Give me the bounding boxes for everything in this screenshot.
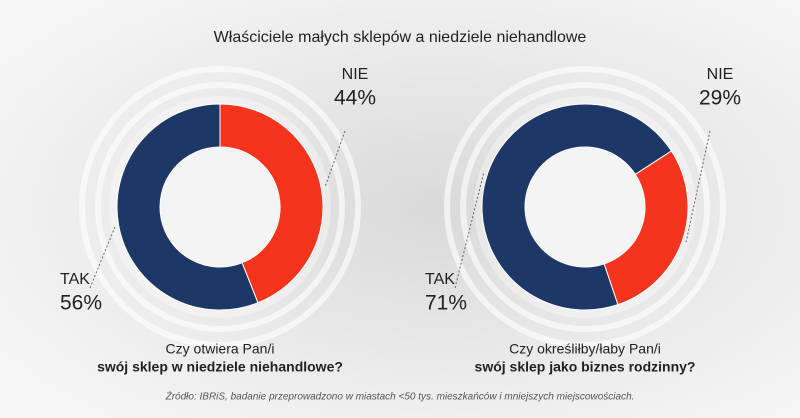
page-title: Właściciele małych sklepów a niedziele n… <box>214 29 587 46</box>
question-line: Czy określiłby/łaby Pan/i <box>509 341 661 357</box>
donut-slice <box>116 103 259 311</box>
donut-slice <box>481 103 673 311</box>
slice-category: TAK <box>425 271 455 288</box>
leader-line <box>685 130 711 243</box>
slice-category: TAK <box>60 271 90 288</box>
donut-slice <box>603 150 689 306</box>
ring-decoration <box>444 66 726 348</box>
donut-slice <box>219 103 324 304</box>
slice-category: NIE <box>342 66 369 83</box>
question-line: swój sklep jako biznes rodzinny? <box>475 359 696 375</box>
slice-value-label: 44% <box>334 87 376 110</box>
ring-decoration <box>95 82 345 332</box>
question-line: swój sklep w niedziele niehandlowe? <box>97 359 343 375</box>
donut-hole <box>526 148 644 266</box>
slice-value-label: 71% <box>425 292 467 315</box>
donut-hole <box>161 148 279 266</box>
question-line: Czy otwiera Pan/i <box>166 341 275 357</box>
source: Źródło: IBRiS, badanie przeprowadzono w … <box>165 390 635 403</box>
slice-category: NIE <box>707 66 734 83</box>
leader-line <box>324 130 346 188</box>
slice-value-label: 56% <box>60 292 102 315</box>
ring-decoration <box>79 66 361 348</box>
slice-value-label: 29% <box>699 87 741 110</box>
leader-line <box>89 226 116 289</box>
ring-decoration <box>460 82 710 332</box>
